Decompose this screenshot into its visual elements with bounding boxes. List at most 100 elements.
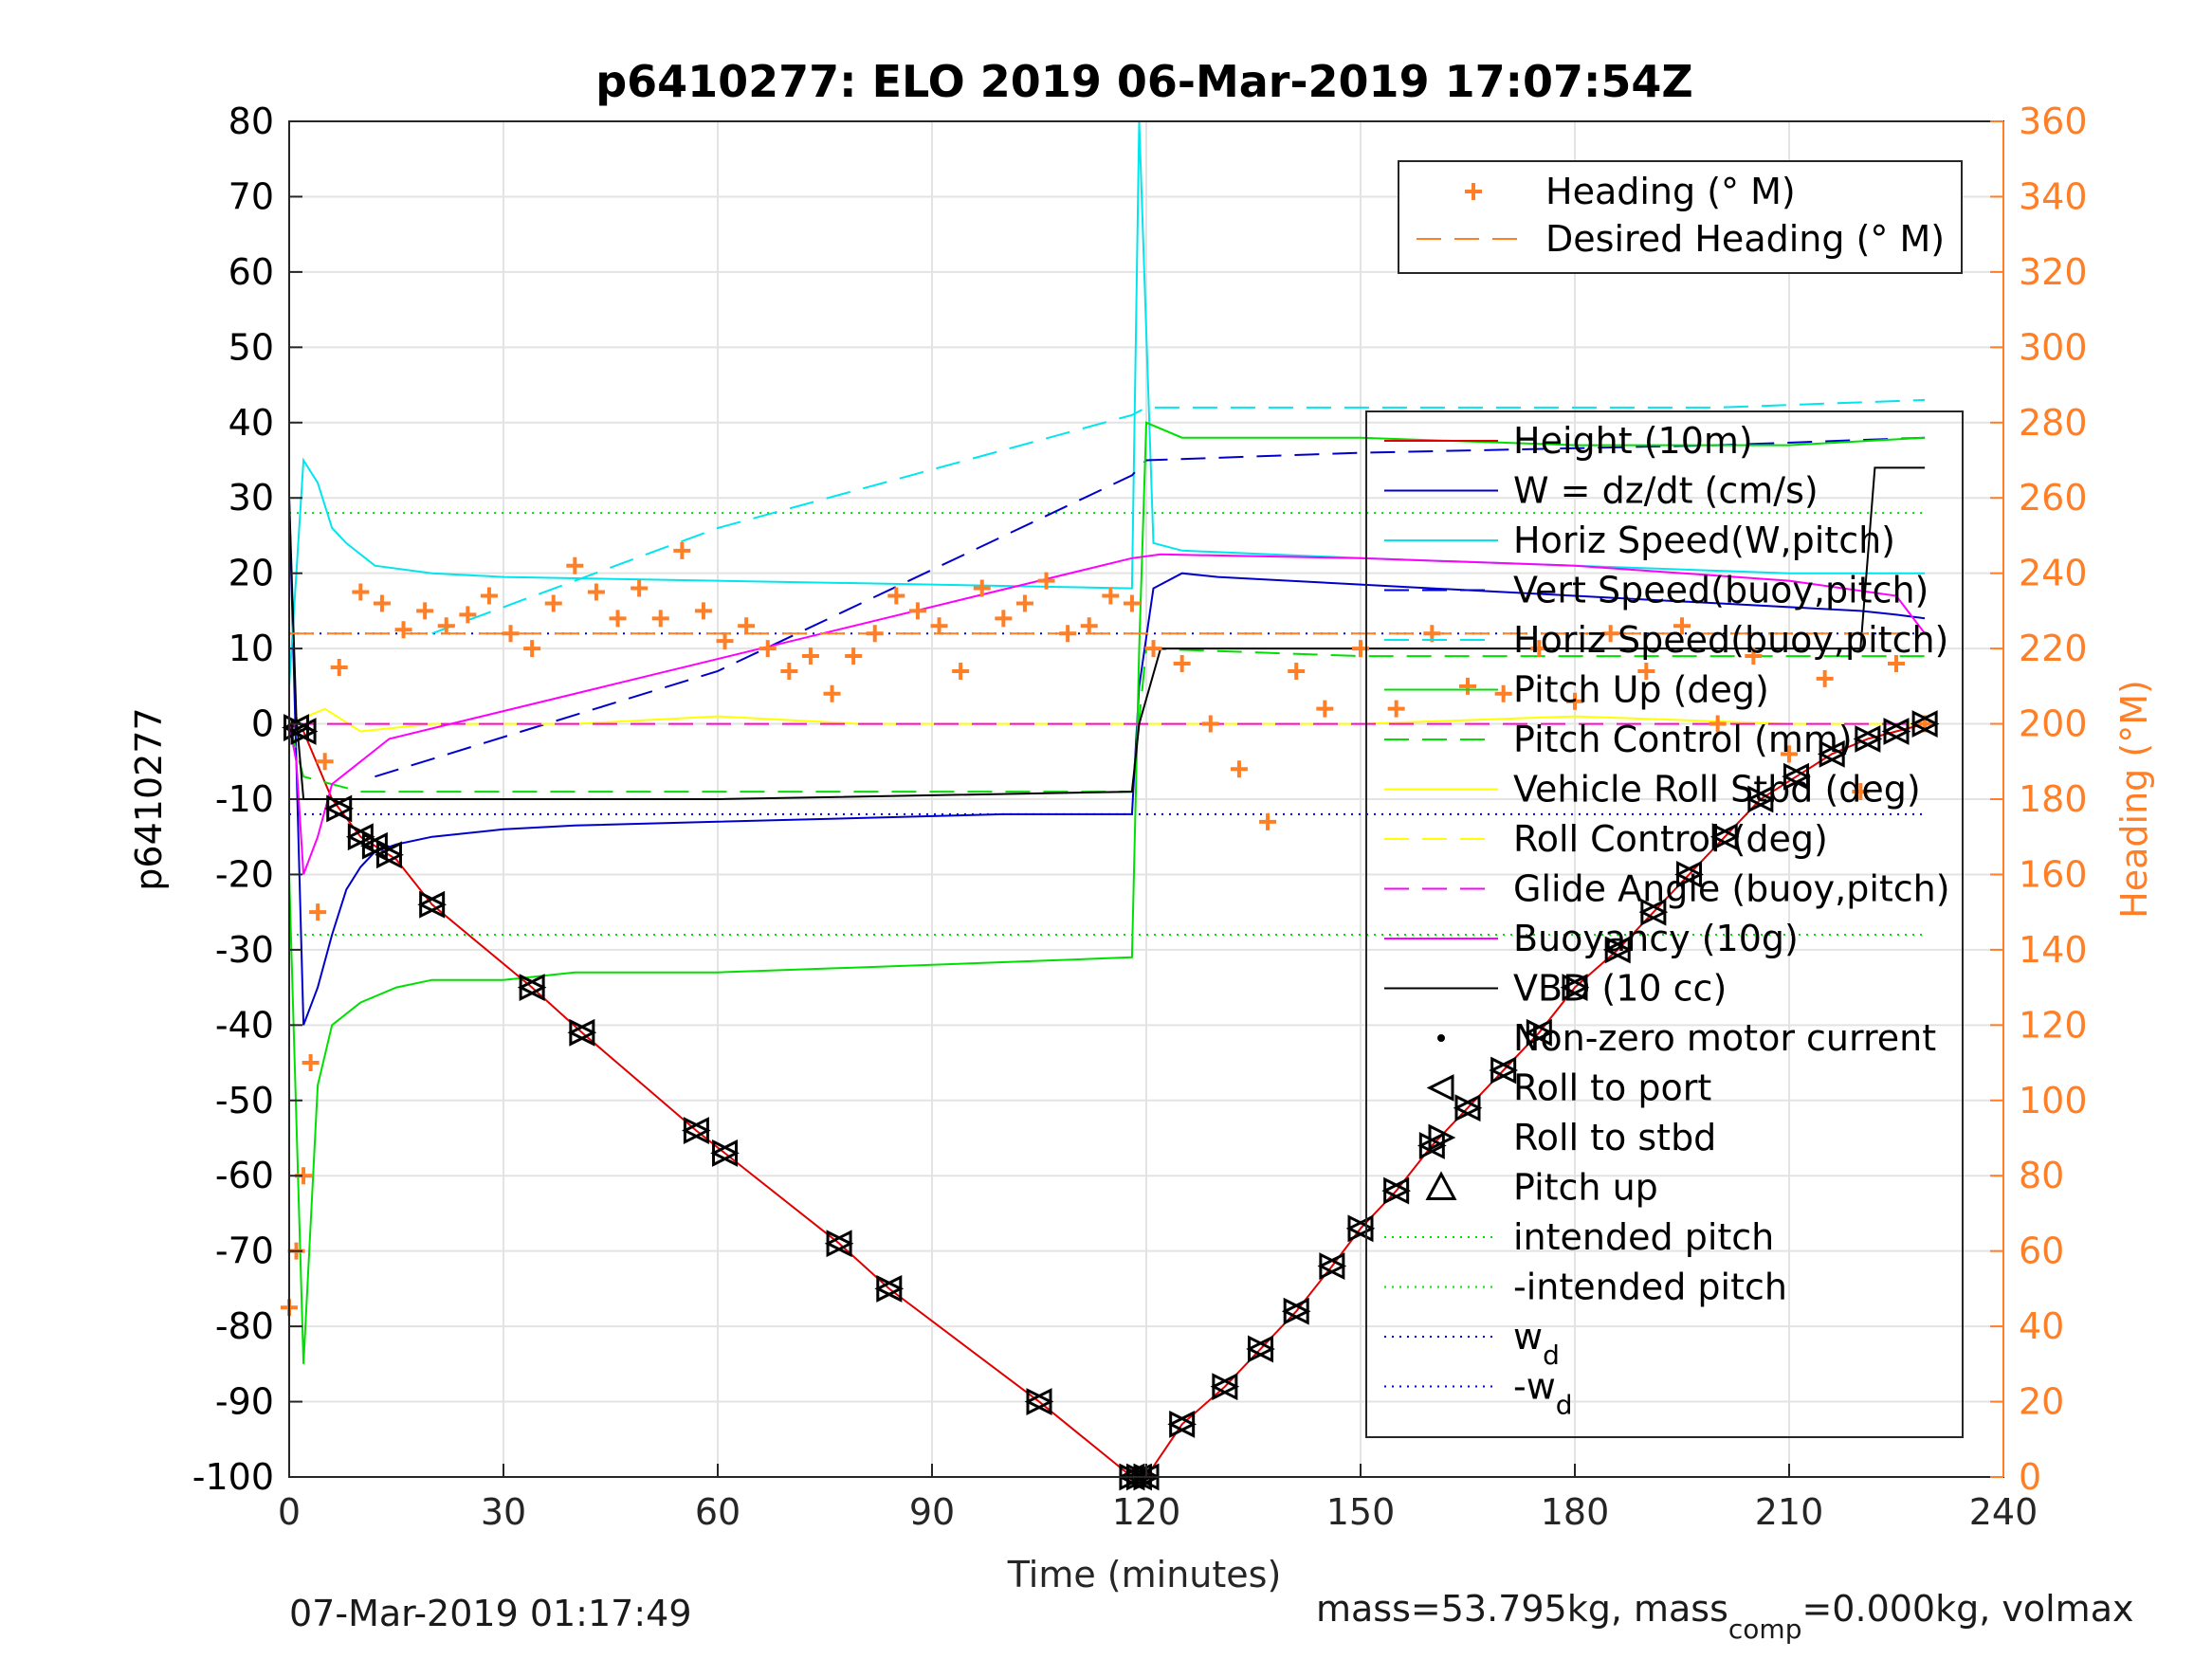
y-tick-label: 60 <box>229 251 274 293</box>
y-tick-label: 30 <box>229 477 274 519</box>
legend-main-label: W = dz/dt (cm/s) <box>1513 470 1819 512</box>
roll-to-stbd-marker <box>1604 936 1633 964</box>
roll-to-stbd-marker <box>290 718 319 745</box>
x-axis-label: Time (minutes) <box>1007 1554 1282 1595</box>
heading-point <box>1173 655 1191 672</box>
roll-to-stbd-marker <box>1526 1018 1554 1047</box>
footer-timestamp: 07-Mar-2019 01:17:49 <box>289 1593 692 1634</box>
legend-main-label-text: Height (10m) <box>1513 420 1753 462</box>
heading-point <box>973 579 991 597</box>
heading-point <box>716 632 734 650</box>
heading-point <box>1288 662 1306 680</box>
roll-to-stbd-marker <box>1283 1297 1311 1325</box>
y-tick-label: 70 <box>229 175 274 217</box>
legend-main-label: Vehicle Roll Stbd (deg) <box>1513 769 1921 811</box>
heading-point <box>416 602 434 620</box>
legend-main-label-text: Vert Speed(buoy,pitch) <box>1513 570 1929 611</box>
series-vehicle-roll-stbd-deg <box>288 707 1926 733</box>
legend-main-sample <box>1428 1123 1456 1152</box>
y-tick-label: -10 <box>215 778 274 820</box>
legend-main-label-text: Pitch Up (deg) <box>1513 669 1769 711</box>
legend-main-label-text: VBD (10 cc) <box>1513 968 1727 1010</box>
y-tick-label: -80 <box>215 1305 274 1347</box>
roll-to-stbd-marker <box>826 1230 854 1258</box>
y-tick-label: -60 <box>215 1155 274 1196</box>
legend-main-label: Horiz Speed(buoy,pitch) <box>1513 619 1948 661</box>
legend-main-label-subscript: d <box>1556 1390 1573 1421</box>
legend-heading-box <box>1398 160 1963 274</box>
roll-to-stbd-marker <box>1911 710 1940 738</box>
roll-to-stbd-marker <box>1169 1410 1197 1438</box>
y2-tick-label: 120 <box>2019 1004 2088 1046</box>
roll-to-stbd-marker <box>1248 1335 1275 1363</box>
heading-point <box>316 753 334 771</box>
x-tick-label: 30 <box>481 1491 526 1533</box>
roll-to-stbd-marker <box>1418 1132 1447 1159</box>
series-horiz-speed-buoy-pitch <box>431 398 1926 635</box>
legend-main-label: Pitch up <box>1513 1167 1658 1209</box>
heading-point <box>437 617 455 635</box>
roll-to-stbd-marker <box>1640 898 1669 926</box>
series-heading-m <box>281 541 1934 1317</box>
heading-point <box>845 647 863 665</box>
heading-point <box>1123 594 1141 612</box>
legend-main-label: intended pitch <box>1513 1216 1774 1258</box>
legend-main-label: VBD (10 cc) <box>1513 968 1727 1010</box>
roll-to-stbd-marker <box>1747 785 1776 813</box>
footer-mass-rest: =0.000kg, volmax <box>1801 1588 2133 1630</box>
legend-main-sample <box>1426 1074 1454 1102</box>
heading-point <box>502 625 520 643</box>
y2-tick-label: 100 <box>2019 1080 2088 1121</box>
y-axis-label: p6410277 <box>128 707 170 890</box>
heading-point <box>1601 625 1619 643</box>
heading-point <box>566 556 584 574</box>
x-tick-label: 90 <box>909 1491 955 1533</box>
y2-tick-label: 280 <box>2019 402 2088 444</box>
heading-point <box>1230 760 1248 778</box>
legend-main-label: Roll to port <box>1513 1067 1711 1109</box>
footer-mass-sub: comp <box>1728 1613 1802 1645</box>
legend-main-sample <box>1437 1034 1445 1042</box>
heading-point <box>887 587 905 605</box>
roll-to-stbd-marker <box>1676 861 1704 888</box>
y2-tick-label: 220 <box>2019 628 2088 669</box>
roll-to-stbd-marker <box>519 974 547 1002</box>
heading-point <box>373 594 391 612</box>
legend-heading-label: Heading (° M) <box>1545 171 1796 212</box>
roll-to-stbd-marker <box>712 1139 740 1167</box>
heading-point <box>1852 783 1870 801</box>
roll-to-stbd-marker <box>569 1018 597 1047</box>
y2-tick-label: 320 <box>2019 251 2088 293</box>
legend-main-label-text: Pitch Control (mm) <box>1513 719 1853 760</box>
y2-tick-label: 300 <box>2019 326 2088 368</box>
heading-point <box>352 583 370 601</box>
y2-tick-label: 180 <box>2019 778 2088 820</box>
legend-main-sample <box>1425 1171 1457 1200</box>
legend-main-label: Vert Speed(buoy,pitch) <box>1513 570 1929 611</box>
heading-point <box>1709 715 1727 733</box>
heading-point <box>1459 677 1476 695</box>
x-tick-label: 0 <box>278 1491 301 1533</box>
legend-heading: Heading (° M) Desired Heading (° M) <box>1398 160 1963 274</box>
y2-tick-label: 60 <box>2019 1231 2064 1272</box>
x-tick-label: 180 <box>1541 1491 1610 1533</box>
roll-to-stbd-marker <box>1711 823 1740 851</box>
heading-point <box>1015 594 1033 612</box>
legend-main-label-text: intended pitch <box>1513 1216 1774 1258</box>
legend-main-label-text: Buoyancy (10g) <box>1513 918 1799 959</box>
heading-point <box>1387 700 1405 718</box>
legend-main-label: Horiz Speed(W,pitch) <box>1513 520 1895 561</box>
legend-main: Height (10m) W = dz/dt (cm/s) Horiz Speed(… <box>1365 410 1964 1438</box>
heading-point <box>694 602 712 620</box>
heading-point <box>309 903 327 921</box>
heading-point <box>523 640 541 658</box>
roll-to-stbd-marker <box>1212 1373 1240 1401</box>
series-height-10m <box>288 722 1926 1478</box>
heading-point <box>394 621 412 639</box>
heading-point <box>609 610 627 628</box>
heading-point <box>1259 812 1277 830</box>
y-tick-label: 10 <box>229 628 274 669</box>
roll-to-stbd-marker <box>347 823 375 851</box>
heading-point <box>1201 715 1219 733</box>
heading-point <box>480 587 498 605</box>
